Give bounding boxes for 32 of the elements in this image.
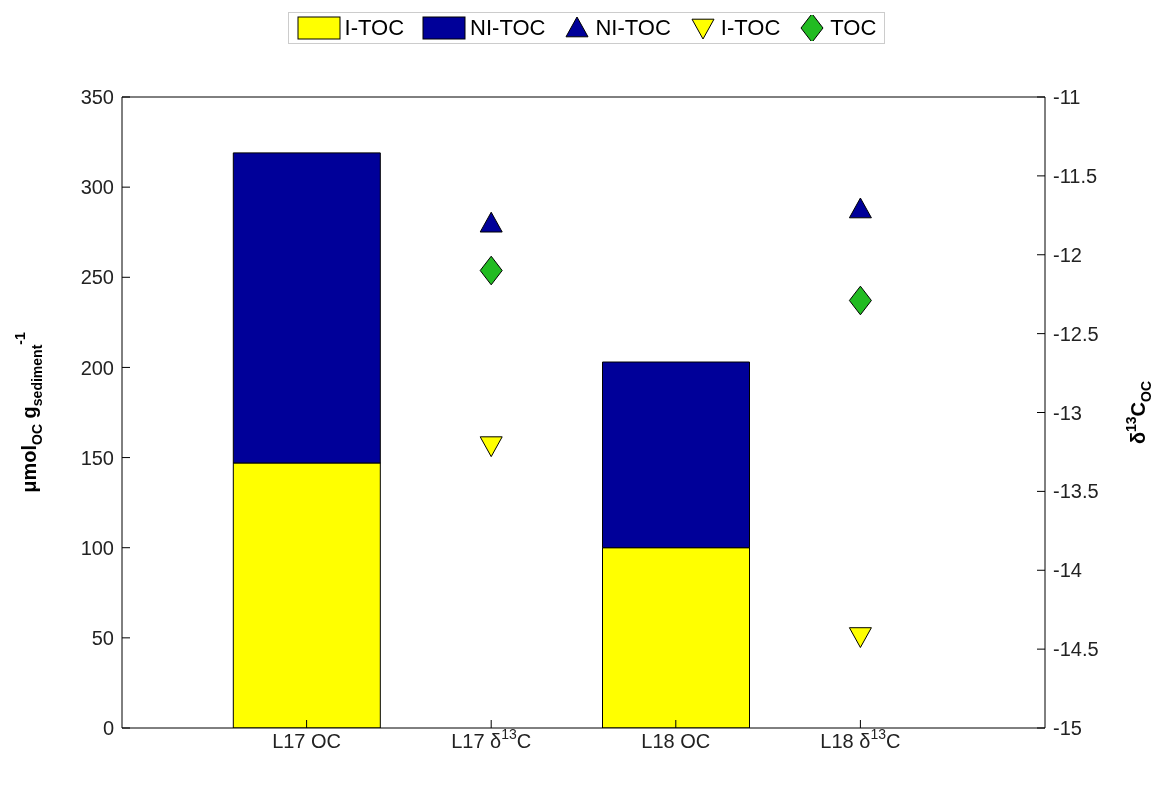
y-tick-label: 100 bbox=[80, 536, 114, 559]
y2-tick-label: -12 bbox=[1053, 243, 1082, 266]
y-tick-label: 50 bbox=[91, 626, 114, 649]
y2-tick-label: -15 bbox=[1053, 717, 1082, 740]
y-tick-label: 350 bbox=[80, 86, 114, 109]
point bbox=[479, 255, 503, 286]
legend-label: I-TOC bbox=[343, 15, 405, 41]
y2-tick-label: -14 bbox=[1053, 559, 1082, 582]
legend-label: I-TOC bbox=[719, 15, 781, 41]
point bbox=[479, 436, 503, 458]
legend-label: NI-TOC bbox=[469, 15, 546, 41]
y2-tick-label: -14.5 bbox=[1053, 638, 1099, 661]
y-tick-label: 0 bbox=[102, 717, 114, 740]
point bbox=[848, 197, 872, 219]
y-tick-label: 200 bbox=[80, 356, 114, 379]
y2-tick-label: -12.5 bbox=[1053, 322, 1099, 345]
y-tick-label: 150 bbox=[80, 446, 114, 469]
legend-label: NI-TOC bbox=[594, 15, 671, 41]
point bbox=[479, 211, 503, 233]
y2-tick-label: -13 bbox=[1053, 401, 1082, 424]
point bbox=[848, 285, 872, 316]
x-tick-label: L18 OC bbox=[641, 730, 711, 752]
y2-tick-label: -11 bbox=[1053, 86, 1081, 109]
legend-label: TOC bbox=[829, 15, 877, 41]
x-tick-label: L17 OC bbox=[272, 730, 342, 752]
y-tick-label: 250 bbox=[80, 266, 114, 289]
point bbox=[848, 627, 872, 649]
y2-tick-label: -13.5 bbox=[1053, 480, 1099, 503]
x-tick-label: L18 δ$^{13}$C bbox=[820, 726, 901, 752]
y2-tick-label: -11.5 bbox=[1053, 164, 1098, 187]
x-tick-label: L17 δ$^{13}$C bbox=[451, 726, 532, 752]
y-tick-label: 300 bbox=[80, 176, 114, 199]
